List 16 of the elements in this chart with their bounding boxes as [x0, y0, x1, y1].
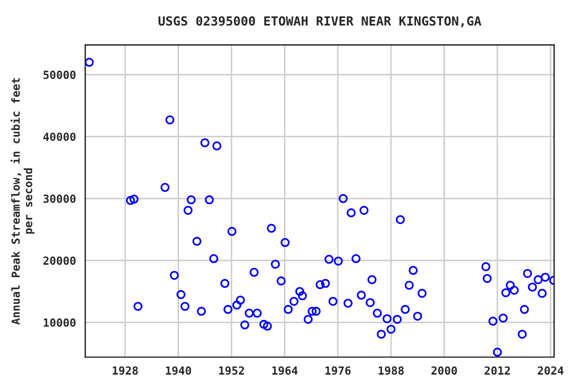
chart-title: USGS 02395000 ETOWAH RIVER NEAR KINGSTON,GA — [158, 16, 482, 28]
x-tick-label: 2024 — [538, 366, 564, 375]
x-tick-label: 1928 — [112, 366, 138, 375]
y-tick-label: 10000 — [44, 318, 76, 327]
x-tick-label: 2012 — [484, 366, 510, 375]
y-axis-title: Annual Peak Streamflow, in cubic feet per second — [10, 78, 34, 325]
y-tick-label: 50000 — [44, 70, 76, 80]
x-tick-label: 1964 — [272, 366, 298, 375]
x-tick-label: 1988 — [378, 366, 404, 375]
x-tick-label: 1940 — [166, 366, 192, 375]
x-tick-label: 1952 — [219, 366, 244, 375]
y-tick-label: 20000 — [43, 256, 76, 265]
x-tick-label: 2000 — [431, 366, 457, 375]
y-tick-label: 40000 — [43, 132, 76, 141]
x-tick-label: 1976 — [325, 366, 351, 375]
y-tick-label: 30000 — [43, 194, 76, 203]
